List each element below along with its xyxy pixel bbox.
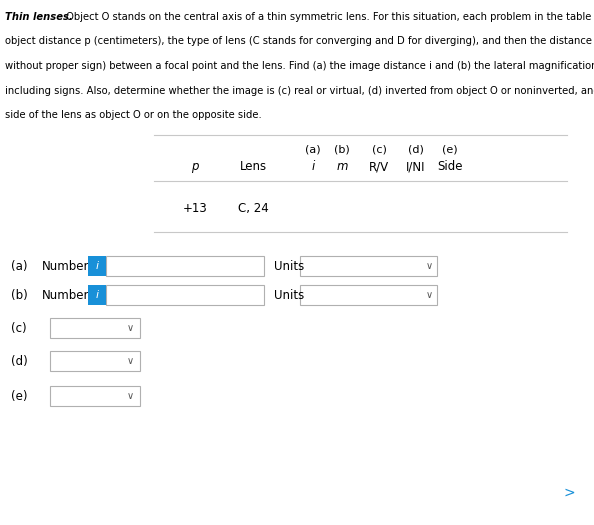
Text: (b): (b) xyxy=(11,289,27,301)
Text: including signs. Also, determine whether the image is (c) real or virtual, (d) i: including signs. Also, determine whether… xyxy=(5,86,594,96)
Text: +13: +13 xyxy=(182,203,207,215)
Text: ∨: ∨ xyxy=(426,290,433,300)
Text: I/NI: I/NI xyxy=(406,161,425,173)
Text: Units: Units xyxy=(274,260,305,272)
Text: (d): (d) xyxy=(11,355,27,368)
FancyBboxPatch shape xyxy=(106,285,264,305)
Text: R/V: R/V xyxy=(369,161,389,173)
FancyBboxPatch shape xyxy=(50,351,140,371)
Text: (c): (c) xyxy=(371,144,387,155)
Text: Object O stands on the central axis of a thin symmetric lens. For this situation: Object O stands on the central axis of a… xyxy=(63,12,594,22)
FancyBboxPatch shape xyxy=(50,318,140,338)
Text: (b): (b) xyxy=(334,144,350,155)
Text: Thin lenses.: Thin lenses. xyxy=(5,12,72,22)
Text: (a): (a) xyxy=(11,260,27,272)
Text: (c): (c) xyxy=(11,322,26,334)
Text: Lens: Lens xyxy=(240,161,267,173)
Text: side of the lens as object O or on the opposite side.: side of the lens as object O or on the o… xyxy=(5,110,261,120)
FancyBboxPatch shape xyxy=(300,285,437,305)
Text: i: i xyxy=(95,290,99,300)
FancyBboxPatch shape xyxy=(106,256,264,276)
Text: ∨: ∨ xyxy=(426,261,433,271)
Text: without proper sign) between a focal point and the lens. Find (a) the image dist: without proper sign) between a focal poi… xyxy=(5,61,594,71)
Text: i: i xyxy=(311,161,315,173)
Text: (e): (e) xyxy=(11,390,27,403)
Text: m: m xyxy=(336,161,348,173)
Text: ∨: ∨ xyxy=(127,391,134,402)
Text: i: i xyxy=(95,261,99,271)
Text: (d): (d) xyxy=(408,144,424,155)
Text: object distance p (centimeters), the type of lens (C stands for converging and D: object distance p (centimeters), the typ… xyxy=(5,36,594,46)
Text: p: p xyxy=(191,161,198,173)
FancyBboxPatch shape xyxy=(300,256,437,276)
FancyBboxPatch shape xyxy=(88,256,106,276)
Text: C, 24: C, 24 xyxy=(238,203,269,215)
Text: >: > xyxy=(563,486,575,499)
Text: Number: Number xyxy=(42,260,89,272)
FancyBboxPatch shape xyxy=(88,285,106,305)
Text: Side: Side xyxy=(438,161,463,173)
Text: ∨: ∨ xyxy=(127,356,134,366)
Text: Number: Number xyxy=(42,289,89,301)
Text: Units: Units xyxy=(274,289,305,301)
FancyBboxPatch shape xyxy=(50,386,140,406)
Text: (a): (a) xyxy=(305,144,321,155)
Text: (e): (e) xyxy=(443,144,458,155)
Text: ∨: ∨ xyxy=(127,323,134,333)
